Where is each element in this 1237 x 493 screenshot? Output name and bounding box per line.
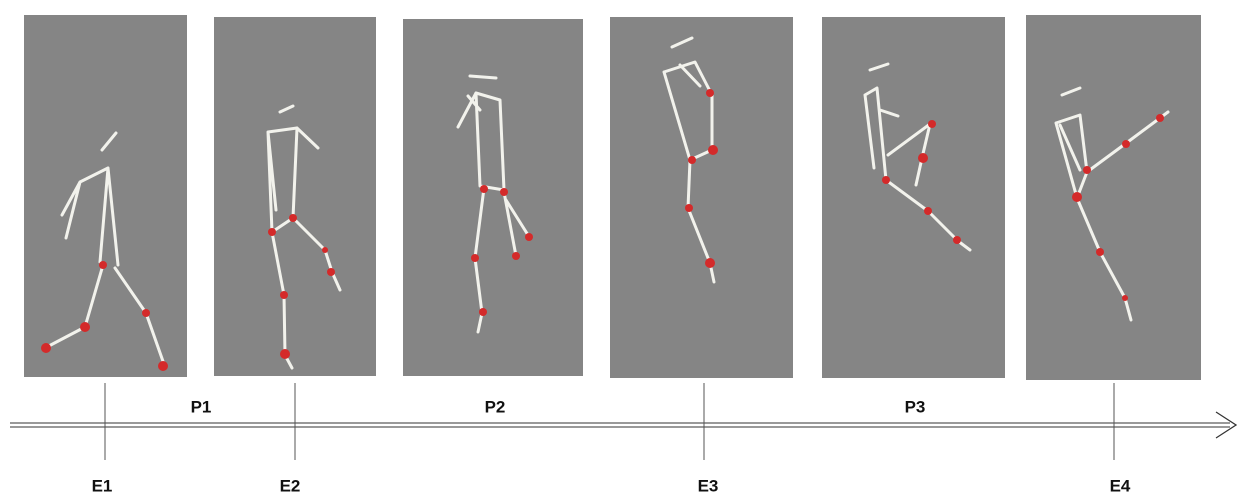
- event-label: E4: [1110, 476, 1131, 493]
- event-label: E2: [280, 476, 301, 493]
- timeline: [10, 383, 1236, 460]
- frames: [24, 15, 1201, 380]
- phase-label: P2: [485, 397, 506, 416]
- frame: [403, 19, 583, 376]
- event-label: E3: [698, 476, 719, 493]
- frame: [822, 17, 1005, 378]
- frame: [610, 17, 793, 378]
- arrow-head: [1216, 412, 1236, 438]
- phase-label: P3: [905, 397, 926, 416]
- event-label: E1: [92, 476, 113, 493]
- figure: P1 P2 P3 E1 E2 E3 E4: [0, 0, 1237, 493]
- phase-label: P1: [191, 397, 212, 416]
- frame: [1026, 15, 1201, 380]
